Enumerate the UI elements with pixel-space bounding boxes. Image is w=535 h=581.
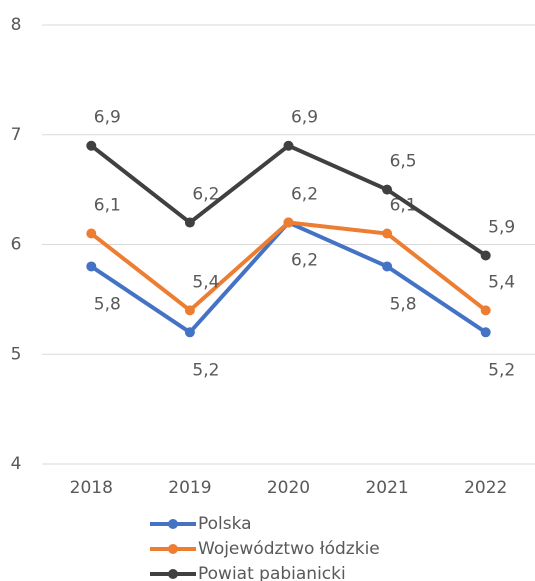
data-label: 6,2 (192, 185, 219, 205)
point-marker (382, 228, 393, 239)
point-marker (184, 217, 195, 228)
point-marker (86, 261, 97, 272)
series-line (90, 220, 487, 313)
point-marker (86, 140, 97, 151)
point-marker (283, 140, 294, 151)
data-label: 6,1 (94, 196, 121, 216)
data-label: 6,2 (291, 251, 318, 271)
x-tick-label: 2019 (168, 478, 211, 498)
data-label: 6,5 (390, 152, 417, 172)
y-tick-label: 7 (11, 125, 22, 145)
point-marker (480, 327, 491, 338)
point-marker (480, 250, 491, 261)
x-tick-label: 2020 (267, 478, 310, 498)
data-label: 5,4 (192, 272, 219, 292)
point-marker (283, 217, 294, 228)
point-marker (382, 184, 393, 195)
x-tick-label: 2021 (365, 478, 408, 498)
data-label: 6,2 (291, 185, 318, 205)
y-tick-label: 5 (11, 344, 22, 364)
legend-marker (168, 544, 178, 554)
data-label: 6,9 (291, 108, 318, 128)
data-label: 5,8 (94, 294, 121, 314)
data-label: 6,9 (94, 108, 121, 128)
point-marker (382, 261, 393, 272)
legend-marker (168, 569, 178, 579)
data-label: 5,2 (192, 360, 219, 380)
point-marker (86, 228, 97, 239)
series-line (90, 143, 487, 258)
legend-marker (168, 519, 178, 529)
legend-label: Województwo łódzkie (198, 539, 380, 559)
point-marker (480, 305, 491, 316)
data-label: 6,1 (390, 196, 417, 216)
data-label: 5,4 (488, 272, 515, 292)
x-tick-label: 2018 (70, 478, 113, 498)
x-tick-label: 2022 (464, 478, 507, 498)
y-tick-label: 4 (11, 454, 22, 474)
legend-label: Powiat pabianicki (198, 564, 346, 581)
legend-label: Polska (198, 514, 252, 534)
point-marker (184, 305, 195, 316)
data-label: 5,2 (488, 360, 515, 380)
data-label: 5,8 (390, 294, 417, 314)
data-label: 5,9 (488, 217, 515, 237)
y-tick-label: 6 (11, 235, 22, 255)
y-tick-label: 8 (11, 15, 22, 35)
point-marker (184, 327, 195, 338)
